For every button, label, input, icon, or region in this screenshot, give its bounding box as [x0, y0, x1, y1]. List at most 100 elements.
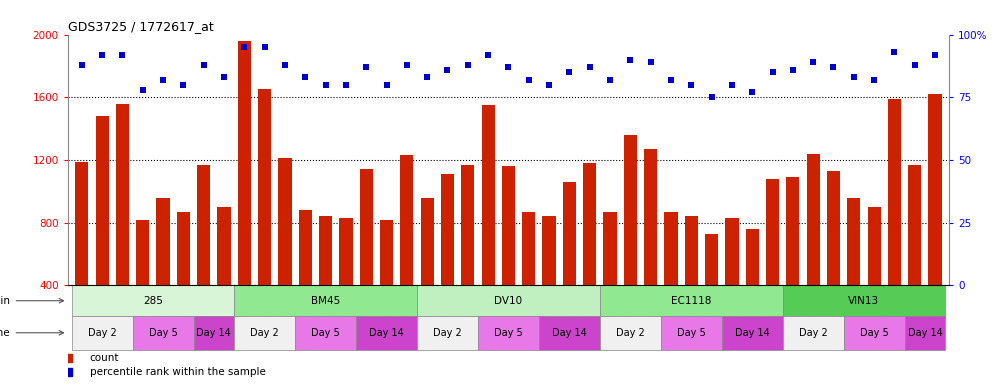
Text: GDS3725 / 1772617_at: GDS3725 / 1772617_at	[68, 20, 214, 33]
Bar	[522, 212, 536, 285]
Text: Day 14: Day 14	[908, 328, 942, 338]
Bar	[644, 149, 657, 285]
Point	[541, 82, 557, 88]
Bar	[782, 285, 945, 316]
Text: BM45: BM45	[311, 296, 340, 306]
Bar	[888, 99, 901, 285]
Point	[338, 82, 354, 88]
Bar	[685, 217, 698, 285]
Point	[318, 82, 334, 88]
Point	[277, 61, 293, 68]
Bar	[539, 316, 599, 349]
Point	[196, 61, 212, 68]
Point	[439, 66, 455, 73]
Bar	[847, 198, 861, 285]
Text: Day 5: Day 5	[860, 328, 889, 338]
Text: Day 2: Day 2	[799, 328, 828, 338]
Point	[663, 77, 679, 83]
Bar	[235, 285, 417, 316]
Bar	[238, 41, 250, 285]
Text: Day 14: Day 14	[552, 328, 586, 338]
Bar	[782, 316, 844, 349]
Bar	[726, 218, 739, 285]
Point	[521, 77, 537, 83]
Bar	[218, 207, 231, 285]
Point	[562, 69, 578, 75]
Bar	[360, 169, 373, 285]
Bar	[661, 316, 722, 349]
Text: Day 5: Day 5	[149, 328, 178, 338]
Bar	[868, 207, 881, 285]
Bar	[664, 212, 678, 285]
Bar	[197, 165, 211, 285]
Text: percentile rank within the sample: percentile rank within the sample	[89, 367, 265, 377]
Bar	[156, 198, 170, 285]
Bar	[502, 166, 515, 285]
Point	[785, 66, 801, 73]
Point	[358, 64, 374, 70]
Bar	[583, 163, 596, 285]
Bar	[478, 316, 539, 349]
Text: Day 2: Day 2	[250, 328, 279, 338]
Point	[907, 61, 922, 68]
Text: Day 2: Day 2	[433, 328, 462, 338]
Bar	[786, 177, 799, 285]
Point	[704, 94, 720, 100]
Bar	[722, 316, 782, 349]
Point	[114, 51, 130, 58]
Bar	[380, 220, 394, 285]
Bar	[298, 210, 312, 285]
Point	[480, 51, 496, 58]
Bar	[339, 218, 353, 285]
Bar	[319, 217, 332, 285]
Point	[379, 82, 395, 88]
Point	[216, 74, 232, 80]
Point	[419, 74, 435, 80]
Point	[237, 44, 252, 50]
Bar	[95, 116, 108, 285]
Point	[602, 77, 618, 83]
Point	[581, 64, 597, 70]
Point	[724, 82, 740, 88]
Bar	[844, 316, 905, 349]
Point	[94, 51, 110, 58]
Bar	[417, 316, 478, 349]
Text: Day 2: Day 2	[616, 328, 645, 338]
Bar	[705, 233, 719, 285]
Bar	[417, 285, 599, 316]
Bar	[132, 316, 194, 349]
Point	[805, 59, 821, 65]
Bar	[356, 316, 417, 349]
Text: Day 14: Day 14	[369, 328, 404, 338]
Point	[74, 61, 89, 68]
Bar	[116, 104, 129, 285]
Bar	[258, 89, 271, 285]
Bar	[928, 94, 941, 285]
Point	[764, 69, 780, 75]
Text: Day 5: Day 5	[494, 328, 523, 338]
Point	[826, 64, 842, 70]
Point	[135, 87, 151, 93]
Bar	[766, 179, 779, 285]
Point	[622, 56, 638, 63]
Point	[745, 89, 760, 95]
Bar	[905, 316, 945, 349]
Bar	[72, 316, 132, 349]
Bar	[909, 165, 921, 285]
Bar	[827, 171, 840, 285]
Text: strain: strain	[0, 296, 64, 306]
Bar	[461, 165, 474, 285]
Point	[866, 77, 882, 83]
Text: DV10: DV10	[494, 296, 523, 306]
Text: Day 14: Day 14	[197, 328, 232, 338]
Bar	[599, 285, 782, 316]
Point	[399, 61, 414, 68]
Bar	[806, 154, 820, 285]
Text: time: time	[0, 328, 64, 338]
Text: count: count	[89, 353, 119, 363]
Bar	[136, 220, 149, 285]
Point	[155, 77, 171, 83]
Point	[175, 82, 191, 88]
Point	[297, 74, 313, 80]
Point	[256, 44, 272, 50]
